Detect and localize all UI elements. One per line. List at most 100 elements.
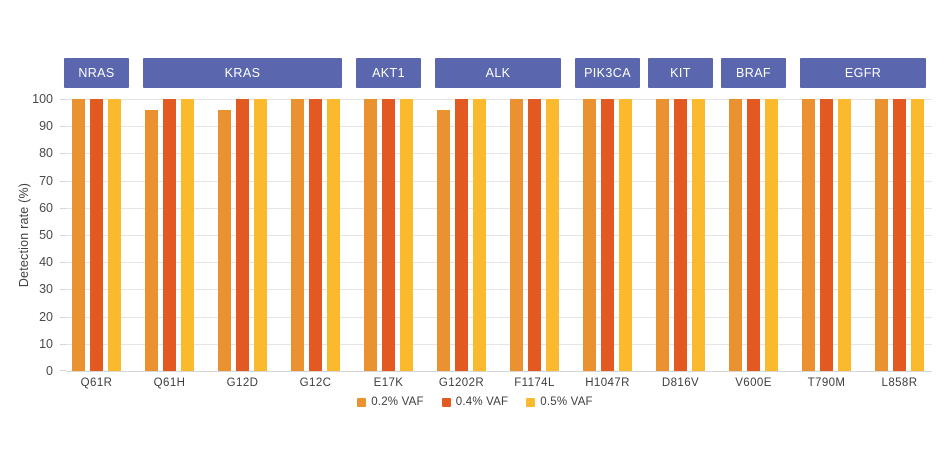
y-tick-label-0: 0	[46, 364, 53, 378]
bar-g1202r-0.2vaf	[437, 109, 450, 371]
bar-g12c-0.5vaf	[327, 99, 340, 371]
y-tick-label-100: 100	[32, 92, 53, 106]
y-tick-label-20: 20	[39, 309, 53, 324]
y-tick-0	[60, 370, 66, 371]
gridline-30	[66, 289, 932, 291]
gridline-70	[66, 180, 932, 182]
bar-h1047r-0.5vaf	[619, 99, 632, 371]
gene-header-kras: KRAS	[143, 58, 342, 88]
y-tick-label-40: 40	[39, 255, 53, 270]
gridline-100	[66, 99, 932, 100]
plot-area: 0 10 20 30 40 50 60 70 80 90 100	[32, 92, 932, 378]
gene-header-kit: KIT	[648, 58, 713, 88]
bar-g12d-0.2vaf	[218, 109, 231, 371]
legend-swatch-icon	[526, 397, 536, 407]
x-label-e17k: E17K	[373, 377, 404, 389]
legend-label: 0.5% VAF	[540, 396, 593, 408]
bar-group-q61h	[133, 99, 206, 371]
bar-group-e17k	[352, 99, 425, 371]
gridline-50	[66, 235, 932, 236]
legend: 0.2% VAF 0.4% VAF 0.5% VAF	[0, 396, 950, 408]
x-label-l858r: L858R	[881, 377, 918, 389]
legend-label: 0.4% VAF	[455, 396, 509, 408]
bar-t790m-0.2vaf	[802, 99, 815, 371]
gene-header-nras: NRAS	[64, 58, 129, 88]
bar-v600e-0.4vaf	[747, 99, 760, 371]
y-tick-50	[60, 235, 66, 236]
y-tick-20	[60, 316, 66, 318]
bar-l858r-0.2vaf	[875, 99, 888, 371]
y-tick-40	[60, 262, 66, 264]
x-axis-labels: Q61R Q61H G12D G12C E17K G1202R F1174L H1047R D8…	[60, 377, 936, 389]
bar-h1047r-0.4vaf	[601, 99, 614, 371]
bar-g12d-0.4vaf	[236, 99, 249, 371]
gridline-20	[66, 316, 932, 318]
bar-group-h1047r	[571, 99, 644, 371]
y-tick-label-30: 30	[39, 282, 53, 297]
bar-g1202r-0.5vaf	[473, 99, 486, 371]
bar-d816v-0.5vaf	[692, 99, 705, 371]
bar-group-t790m	[790, 99, 863, 371]
x-label-q61r: Q61R	[80, 377, 113, 389]
bar-group-l858r	[863, 99, 936, 371]
y-tick-30	[60, 289, 66, 291]
gene-header-pik3ca: PIK3CA	[575, 58, 640, 88]
bar-q61r-0.4vaf	[90, 99, 103, 371]
x-label-q61h: Q61H	[153, 377, 186, 389]
bar-group-f1174l	[498, 99, 571, 371]
legend-swatch-icon	[357, 397, 367, 407]
bar-t790m-0.4vaf	[820, 99, 833, 371]
bar-g1202r-0.4vaf	[455, 99, 468, 371]
y-tick-label-60: 60	[39, 200, 53, 215]
bar-q61h-0.4vaf	[163, 99, 176, 371]
gridline-10	[66, 343, 932, 345]
bar-t790m-0.5vaf	[838, 99, 851, 371]
x-label-v600e: V600E	[735, 377, 772, 389]
x-label-g12c: G12C	[299, 377, 332, 389]
bar-l858r-0.5vaf	[911, 99, 924, 371]
bar-q61h-0.5vaf	[181, 99, 194, 371]
x-label-g1202r: G1202R	[438, 377, 485, 389]
bar-v600e-0.5vaf	[765, 99, 778, 371]
x-label-g12d: G12D	[226, 377, 259, 389]
y-tick-10	[60, 343, 66, 345]
legend-item-0.2vaf: 0.2% VAF	[357, 396, 424, 408]
x-label-t790m: T790M	[807, 377, 846, 389]
bar-group-g12d	[206, 99, 279, 371]
bar-group-v600e	[717, 99, 790, 371]
y-axis-title: Detection rate (%)	[17, 182, 31, 288]
bars-row	[60, 99, 936, 371]
bar-q61r-0.2vaf	[72, 99, 85, 371]
gridline-80	[66, 153, 932, 155]
y-tick-label-90: 90	[39, 119, 53, 134]
bar-h1047r-0.2vaf	[583, 99, 596, 371]
y-tick-100	[60, 99, 66, 100]
y-tick-80	[60, 153, 66, 155]
bar-g12c-0.2vaf	[291, 99, 304, 371]
bar-g12c-0.4vaf	[309, 99, 322, 371]
y-tick-label-80: 80	[39, 146, 53, 161]
y-tick-label-10: 10	[39, 336, 53, 351]
bar-group-q61r	[60, 99, 133, 371]
x-label-h1047r: H1047R	[585, 377, 630, 389]
bar-g12d-0.5vaf	[254, 99, 267, 371]
gridline-90	[66, 126, 932, 128]
y-tick-90	[60, 126, 66, 128]
bar-f1174l-0.4vaf	[528, 99, 541, 371]
bar-f1174l-0.2vaf	[510, 99, 523, 371]
bar-e17k-0.4vaf	[382, 99, 395, 371]
bar-e17k-0.5vaf	[400, 99, 413, 371]
gene-header-row: NRAS KRAS AKT1 ALK PIK3CA KIT BRAF EGFR	[60, 58, 936, 88]
y-tick-60	[60, 207, 66, 209]
x-label-f1174l: F1174L	[514, 377, 555, 389]
legend-label: 0.2% VAF	[371, 396, 424, 408]
bar-group-g12c	[279, 99, 352, 371]
bar-f1174l-0.5vaf	[546, 99, 559, 371]
gene-header-alk: ALK	[435, 58, 561, 88]
bar-d816v-0.4vaf	[674, 99, 687, 371]
y-tick-70	[60, 180, 66, 182]
bar-q61r-0.5vaf	[108, 99, 121, 371]
bar-l858r-0.4vaf	[893, 99, 906, 371]
bar-q61h-0.2vaf	[145, 109, 158, 371]
